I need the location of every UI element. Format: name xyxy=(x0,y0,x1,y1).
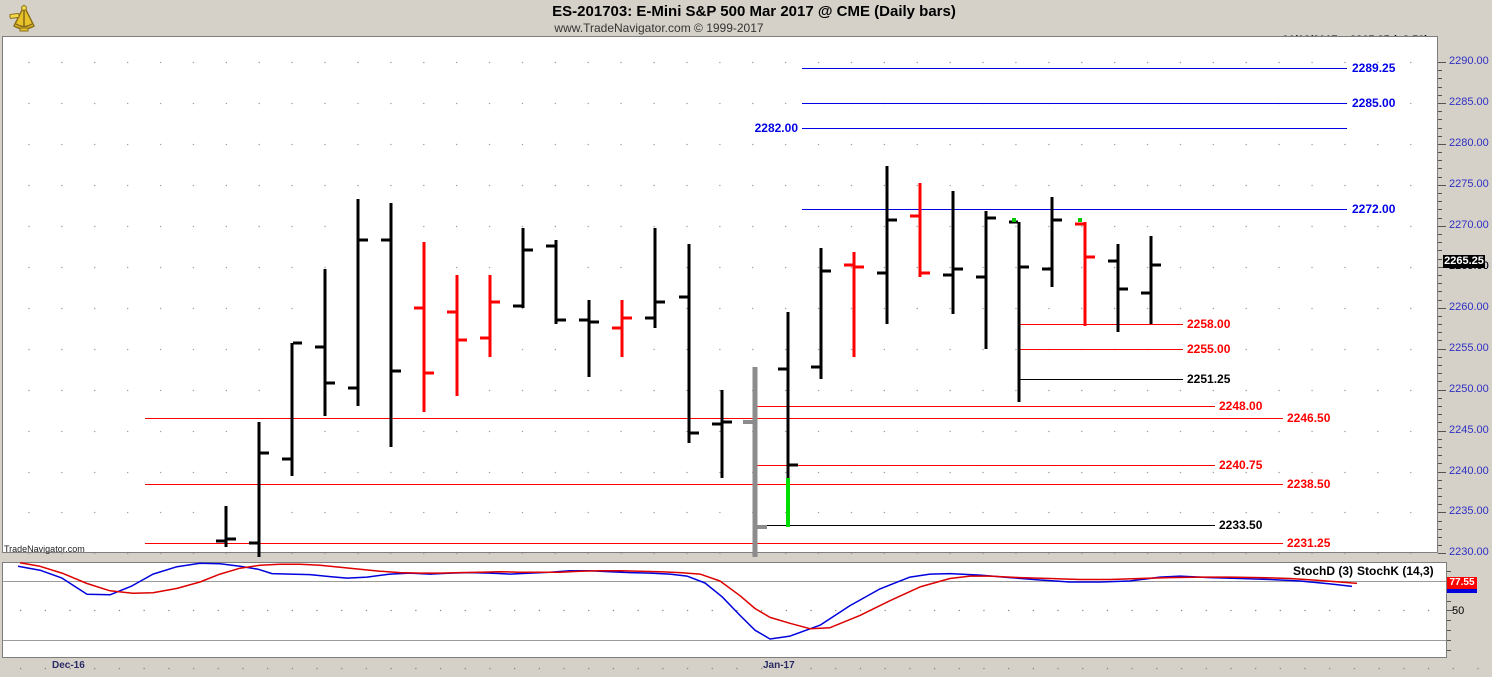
chart-subtitle: www.TradeNavigator.com © 1999-2017 xyxy=(554,21,764,35)
price-axis-label-2290.00: 2290.00 xyxy=(1449,55,1489,67)
level-label-2285.00: 2285.00 xyxy=(1352,95,1396,110)
stochastic-panel[interactable] xyxy=(2,562,1447,658)
tradenavigator-sextant-logo-icon xyxy=(8,2,40,34)
level-label-2258.00: 2258.00 xyxy=(1187,316,1231,331)
level-label-2272.00: 2272.00 xyxy=(1352,201,1396,216)
price-axis-label-2285.00: 2285.00 xyxy=(1449,96,1489,108)
level-label-2255.00: 2255.00 xyxy=(1187,341,1231,356)
price-axis-label-2250.00: 2250.00 xyxy=(1449,383,1489,395)
stochd-value-badge: 77.55 xyxy=(1447,577,1477,589)
level-label-2282.00: 2282.00 xyxy=(754,120,798,135)
level-label-2238.50: 2238.50 xyxy=(1287,476,1331,491)
level-label-2231.25: 2231.25 xyxy=(1287,535,1331,550)
price-axis-label-2230.00: 2230.00 xyxy=(1449,546,1489,558)
price-axis-label-2270.00: 2270.00 xyxy=(1449,219,1489,231)
price-axis-label-2260.00: 2260.00 xyxy=(1449,301,1489,313)
price-axis-label-2235.00: 2235.00 xyxy=(1449,505,1489,517)
price-axis-label-2275.00: 2275.00 xyxy=(1449,178,1489,190)
price-axis-label-2280.00: 2280.00 xyxy=(1449,137,1489,149)
stoch-50-label: 50 xyxy=(1452,605,1465,617)
price-axis-label-2245.00: 2245.00 xyxy=(1449,424,1489,436)
chart-title: ES-201703: E-Mini S&P 500 Mar 2017 @ CME… xyxy=(552,3,956,20)
date-axis[interactable] xyxy=(2,658,1447,677)
level-label-2248.00: 2248.00 xyxy=(1219,398,1263,413)
stochd-legend[interactable]: StochD (3) xyxy=(1293,564,1353,578)
level-label-2289.25: 2289.25 xyxy=(1352,60,1396,75)
stochk-legend[interactable]: StochK (14,3) xyxy=(1357,564,1434,578)
level-label-2233.50: 2233.50 xyxy=(1219,517,1263,532)
current-price-badge: 2265.25 xyxy=(1443,255,1485,268)
date-label-Jan-17: Jan-17 xyxy=(763,660,795,671)
date-label-Dec-16: Dec-16 xyxy=(52,660,85,671)
level-label-2251.25: 2251.25 xyxy=(1187,371,1231,386)
level-label-2246.50: 2246.50 xyxy=(1287,410,1331,425)
stochk-value-badge xyxy=(1447,589,1477,593)
watermark: TradeNavigator.com xyxy=(4,544,85,554)
price-axis-label-2255.00: 2255.00 xyxy=(1449,342,1489,354)
price-chart-panel[interactable] xyxy=(2,36,1438,553)
level-label-2240.75: 2240.75 xyxy=(1219,457,1263,472)
price-axis-label-2240.00: 2240.00 xyxy=(1449,465,1489,477)
